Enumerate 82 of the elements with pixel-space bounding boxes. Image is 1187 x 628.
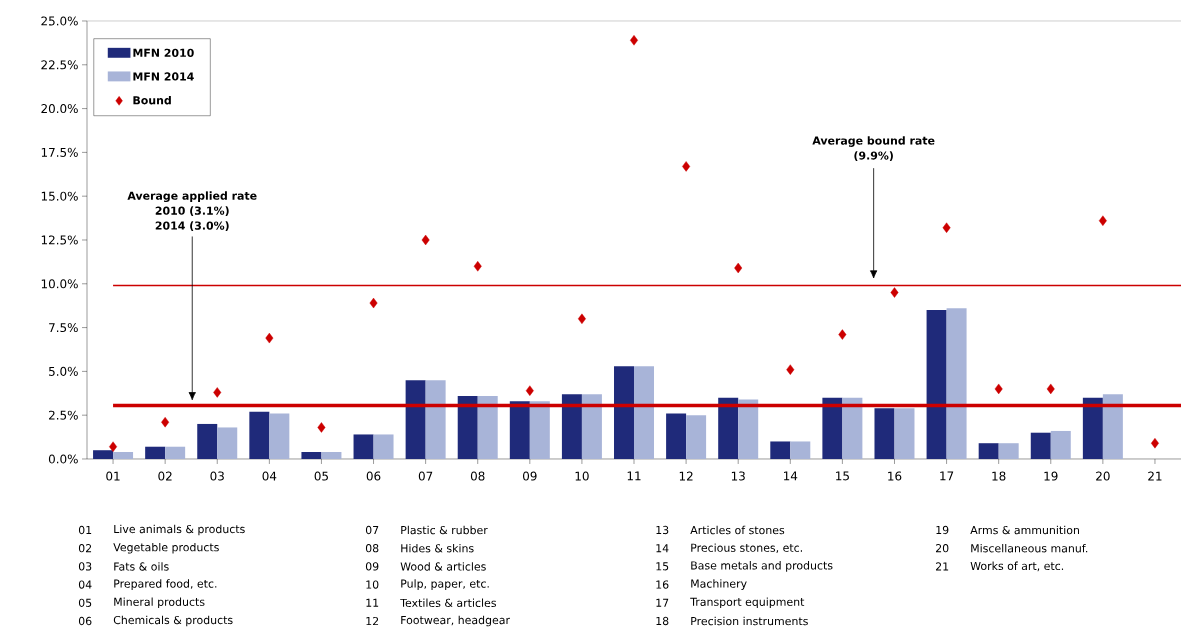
category-label: 11	[366, 598, 379, 607]
category-label: 16	[656, 580, 669, 589]
x-tick-label: 18	[992, 471, 1006, 481]
annotation: Average applied rate	[127, 191, 257, 203]
legend-label: MFN 2014	[133, 72, 194, 81]
text: Precious stones, etc.	[691, 543, 802, 553]
category-label: 07	[365, 525, 379, 535]
text: Precision instruments	[691, 616, 808, 626]
text: Works of art, etc.	[970, 561, 1064, 572]
category-label: 14	[656, 544, 669, 553]
annotation: Average bound rate	[812, 136, 935, 147]
text: Machinery	[691, 579, 747, 590]
text: Live animals & products	[114, 524, 245, 536]
category-label: 19	[936, 525, 949, 535]
text: Vegetable products	[113, 542, 219, 554]
text: Prepared food, etc.	[114, 579, 217, 590]
annotation: 2014 (3.0%)	[155, 221, 229, 232]
x-tick-label: 01	[106, 471, 120, 481]
category-label: 01	[78, 525, 92, 535]
text: Miscellaneous manuf.	[971, 543, 1088, 553]
category-label: 21	[936, 562, 949, 571]
text: Transport equipment	[690, 597, 805, 609]
text: Textiles & articles	[400, 598, 496, 608]
annotation: 2010 (3.1%)	[155, 206, 229, 217]
y-tick-label: 2.5%	[48, 410, 78, 420]
x-tick-label: 08	[470, 471, 485, 481]
x-tick-label: 20	[1096, 471, 1110, 481]
y-tick-label: 22.5%	[41, 60, 78, 70]
legend-label: MFN 2010	[133, 48, 194, 57]
text: Base metals and products	[691, 561, 833, 572]
legend-label: Bound	[133, 95, 171, 105]
text: Footwear, headgear	[401, 615, 510, 627]
text: Hides & skins	[401, 543, 474, 553]
text: Wood & articles	[400, 562, 486, 571]
category-label: 12	[366, 616, 379, 626]
x-tick-label: 12	[679, 471, 693, 481]
x-tick-label: 19	[1044, 471, 1058, 481]
y-tick-label: 0.0%	[48, 454, 78, 464]
y-tick-label: 7.5%	[49, 323, 78, 333]
category-label: 17	[656, 598, 669, 607]
category-label: 05	[78, 598, 92, 607]
text: Mineral products	[114, 597, 205, 609]
x-tick-label: 16	[888, 471, 902, 481]
y-tick-label: 17.5%	[41, 147, 78, 157]
category-label: 09	[365, 562, 379, 571]
category-label: 08	[365, 544, 379, 553]
category-label: 10	[366, 580, 379, 589]
category-label: 04	[78, 580, 92, 589]
y-tick-label: 25.0%	[41, 16, 78, 26]
x-tick-label: 07	[418, 471, 433, 481]
x-tick-label: 17	[940, 471, 954, 481]
category-label: 18	[656, 616, 669, 626]
x-tick-label: 09	[522, 471, 537, 481]
x-tick-label: 10	[575, 471, 589, 481]
y-tick-label: 10.0%	[41, 279, 78, 289]
text: Plastic & rubber	[401, 525, 488, 535]
text: Arms & ammunition	[970, 525, 1079, 535]
y-tick-label: 12.5%	[41, 235, 78, 245]
category-label: 20	[936, 544, 949, 553]
text: Articles of stones	[690, 525, 785, 535]
category-label: 13	[656, 525, 669, 535]
x-tick-label: 05	[314, 471, 328, 481]
annotation: (9.9%)	[854, 151, 893, 161]
x-tick-label: 03	[210, 471, 224, 481]
x-tick-label: 15	[836, 471, 849, 481]
category-label: 03	[78, 562, 92, 571]
category-label: 15	[656, 562, 669, 571]
y-tick-label: 15.0%	[41, 191, 78, 201]
text: Fats & oils	[114, 562, 169, 571]
x-tick-label: 13	[731, 471, 745, 481]
x-tick-label: 21	[1148, 471, 1162, 481]
y-tick-label: 20.0%	[41, 104, 78, 114]
x-tick-label: 14	[784, 471, 798, 481]
x-tick-label: 04	[262, 471, 277, 481]
category-label: 02	[78, 544, 92, 553]
y-tick-label: 5.0%	[49, 366, 78, 376]
category-label: 06	[78, 616, 92, 626]
x-tick-label: 02	[158, 471, 172, 481]
x-tick-label: 06	[366, 471, 381, 481]
text: Pulp, paper, etc.	[401, 579, 489, 590]
x-tick-label: 11	[627, 471, 641, 481]
text: Chemicals & products	[113, 615, 233, 627]
